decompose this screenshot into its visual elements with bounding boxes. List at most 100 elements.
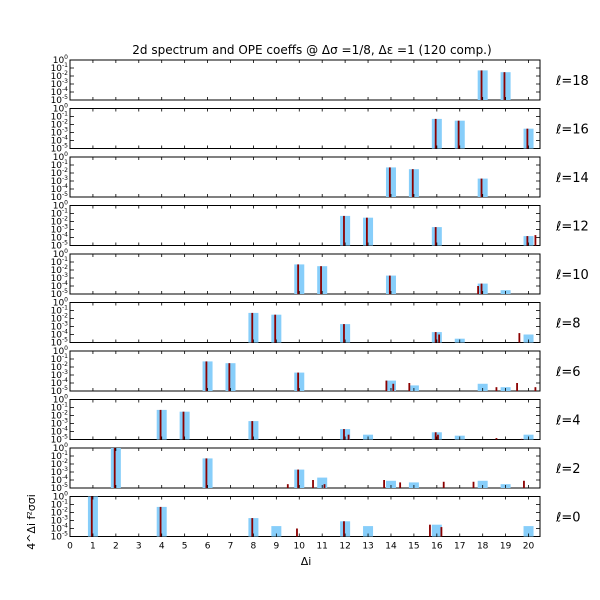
- x-tick-label: 13: [362, 542, 373, 552]
- bar-numerical: [323, 484, 326, 488]
- bar-exact: [431, 227, 442, 246]
- bar-numerical: [286, 484, 289, 488]
- bar-numerical: [526, 236, 529, 246]
- bar-exact: [477, 178, 488, 197]
- panel-frame: [69, 302, 541, 343]
- bar-exact: [477, 70, 488, 100]
- x-axis: 0 1 2 3 4 5 6 7 8 9 10 11 12 13 14 15 16 17 18 19 20: [67, 542, 534, 552]
- bar-exact: [477, 283, 488, 294]
- bar-numerical: [251, 421, 254, 440]
- bar-exact: [271, 526, 282, 537]
- x-tick-label: 5: [182, 542, 188, 552]
- bar-exact: [225, 363, 236, 391]
- bar-numerical: [251, 312, 254, 343]
- bar-exact: [340, 324, 351, 343]
- bar-exact: [248, 312, 259, 343]
- bar-exact: [248, 518, 259, 537]
- bar-exact: [431, 524, 442, 537]
- bar-numerical: [90, 496, 93, 537]
- bar-numerical: [534, 235, 537, 246]
- bar-numerical: [399, 482, 402, 488]
- bar-numerical: [457, 120, 460, 149]
- bar-numerical: [434, 432, 437, 440]
- bar-exact: [294, 264, 305, 294]
- bar-numerical: [480, 178, 483, 197]
- bar-exact: [523, 334, 534, 343]
- x-tick-label: 9: [273, 542, 279, 552]
- panel-label: ℓ=4: [555, 414, 581, 429]
- panel-label: ℓ=14: [555, 171, 589, 186]
- bar-exact: [340, 215, 351, 246]
- panel-frame: [69, 108, 541, 149]
- panel-label: ℓ=0: [555, 511, 581, 526]
- bar-exact: [363, 217, 374, 246]
- x-tick-label: 0: [67, 542, 73, 552]
- panel-frame: [69, 350, 541, 392]
- bar-numerical: [388, 275, 391, 294]
- x-tick-label: 17: [454, 542, 465, 552]
- x-axis-label: Δi: [301, 555, 312, 568]
- bar-numerical: [472, 481, 475, 488]
- bar-exact: [156, 409, 167, 440]
- bar-numerical: [434, 118, 437, 149]
- bar-numerical: [383, 480, 385, 488]
- bar-exact: [248, 421, 259, 440]
- x-tick-label: 8: [251, 542, 257, 552]
- bar-exact: [202, 361, 213, 391]
- x-tick-label: 2: [113, 542, 119, 552]
- bar-numerical: [526, 128, 529, 149]
- x-tick-label: 3: [136, 542, 142, 552]
- bar-exact: [385, 480, 396, 488]
- x-tick-label: 4: [159, 542, 165, 552]
- bar-numerical: [534, 387, 537, 391]
- x-tick-label: 11: [316, 542, 327, 552]
- bar-exact: [87, 496, 98, 537]
- bar-exact: [271, 314, 282, 343]
- bar-exact: [340, 429, 351, 440]
- bar-exact: [385, 167, 396, 197]
- bar-numerical: [429, 524, 431, 537]
- bar-numerical: [503, 72, 506, 100]
- bar-numerical: [437, 434, 439, 440]
- bar-numerical: [518, 333, 521, 343]
- bar-numerical: [366, 217, 368, 246]
- bar-numerical: [205, 458, 208, 488]
- bar-numerical: [408, 383, 411, 391]
- bar-numerical: [480, 70, 483, 100]
- bar-numerical: [495, 438, 498, 440]
- x-tick-label: 1: [90, 542, 96, 552]
- bar-numerical: [480, 283, 483, 294]
- panel-label: ℓ=18: [555, 74, 589, 89]
- x-tick-label: 19: [500, 542, 512, 552]
- panel-label: ℓ=12: [555, 220, 589, 235]
- bar-numerical: [392, 383, 395, 391]
- panel-frame: [69, 253, 541, 295]
- bar-exact: [294, 372, 305, 391]
- panel-frame: [69, 156, 541, 198]
- bar-numerical: [296, 528, 298, 537]
- bar-exact: [523, 526, 534, 537]
- bar-numerical: [228, 363, 231, 391]
- bar-numerical: [343, 324, 345, 343]
- bar-exact: [363, 526, 374, 537]
- bar-exact: [477, 480, 488, 488]
- bar-numerical: [297, 264, 300, 294]
- x-tick-label: 20: [523, 542, 535, 552]
- x-tick-label: 10: [294, 542, 306, 552]
- bar-exact: [431, 118, 442, 149]
- bar-numerical: [477, 286, 479, 294]
- bar-exact: [454, 120, 465, 149]
- bar-exact: [431, 332, 442, 343]
- panel-label: ℓ=8: [555, 317, 581, 332]
- bar-exact: [408, 169, 419, 197]
- bar-exact: [523, 128, 534, 149]
- bar-numerical: [297, 372, 300, 391]
- bar-numerical: [385, 380, 388, 391]
- bar-exact: [156, 506, 167, 537]
- x-tick-label: 16: [431, 542, 443, 552]
- bar-exact: [477, 383, 488, 391]
- bar-exact: [385, 275, 396, 294]
